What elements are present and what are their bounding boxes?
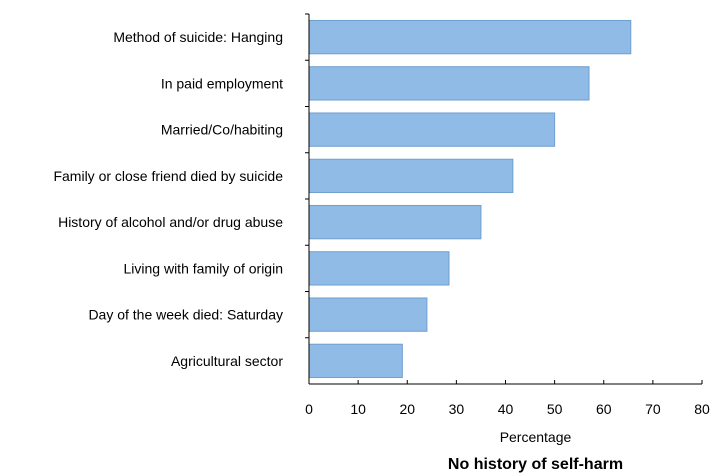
x-tick-label: 20 bbox=[399, 401, 415, 417]
category-label: Family or close friend died by suicide bbox=[53, 168, 283, 184]
bar bbox=[308, 343, 403, 379]
bar bbox=[308, 112, 556, 147]
category-label: Married/Co/habiting bbox=[161, 122, 283, 138]
x-tick-label: 10 bbox=[350, 401, 366, 417]
bars-group bbox=[308, 19, 632, 379]
category-label: Agricultural sector bbox=[171, 353, 283, 369]
x-tick-label: 60 bbox=[596, 401, 612, 417]
bar bbox=[308, 158, 514, 194]
x-axis-ticks: 0 10 20 30 40 50 60 70 80 bbox=[305, 380, 710, 417]
chart-title: No history of self-harm bbox=[448, 456, 623, 473]
bar bbox=[308, 297, 428, 332]
category-label: In paid employment bbox=[161, 75, 283, 91]
x-tick-label: 70 bbox=[645, 401, 661, 417]
x-tick-label: 30 bbox=[449, 401, 465, 417]
x-tick-label: 80 bbox=[694, 401, 710, 417]
category-labels: Method of suicide: Hanging In paid employ… bbox=[53, 13, 309, 369]
category-label: Living with family of origin bbox=[123, 260, 283, 276]
bar bbox=[308, 19, 632, 55]
x-tick-label: 40 bbox=[498, 401, 514, 417]
x-tick-label: 0 bbox=[305, 401, 313, 417]
category-label: Method of suicide: Hanging bbox=[113, 29, 283, 45]
category-label: History of alcohol and/or drug abuse bbox=[58, 214, 283, 230]
x-tick-label: 50 bbox=[547, 401, 563, 417]
bar bbox=[308, 66, 590, 101]
x-axis-title: Percentage bbox=[500, 429, 572, 445]
bar bbox=[308, 251, 450, 286]
bar bbox=[308, 204, 482, 240]
category-label: Day of the week died: Saturday bbox=[88, 307, 283, 323]
